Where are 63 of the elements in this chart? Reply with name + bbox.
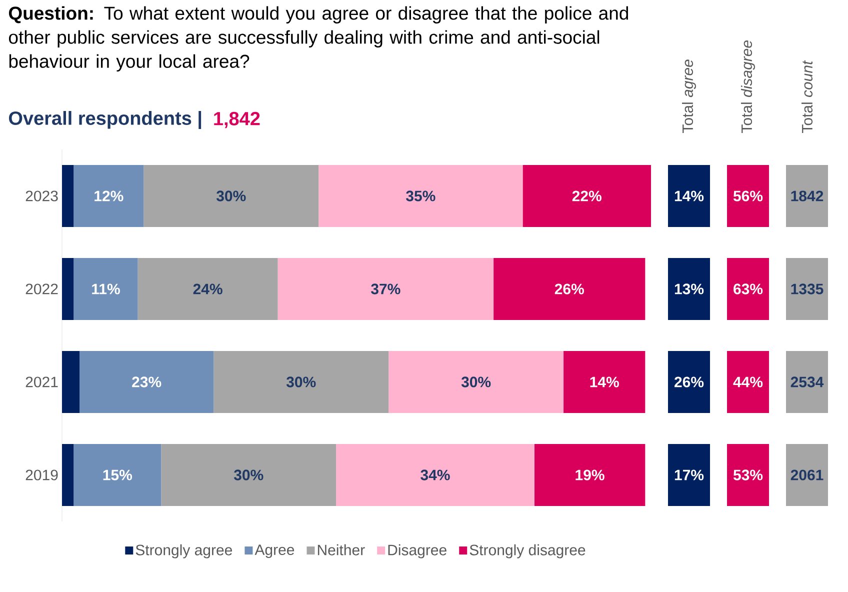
bar xyxy=(494,258,646,320)
data-label: 37% xyxy=(371,284,400,294)
bar xyxy=(522,165,652,228)
category-label: Total agree xyxy=(682,60,696,133)
text: 2534 xyxy=(790,376,824,388)
legend-label: Strongly agree xyxy=(136,544,232,558)
legend-label: Disagree xyxy=(388,544,446,558)
bar xyxy=(74,444,162,506)
text: 44% xyxy=(733,376,763,388)
bar xyxy=(214,351,389,414)
bar xyxy=(62,165,74,228)
data-label: 26% xyxy=(554,284,584,294)
data-label: 14% xyxy=(590,376,619,388)
bar xyxy=(62,351,80,414)
data-label: 30% xyxy=(216,190,246,202)
category-label: Total count xyxy=(802,60,813,133)
text: 26% xyxy=(674,376,704,388)
data-label: 30% xyxy=(461,376,491,388)
legend-label: Strongly disagree xyxy=(470,544,586,558)
legend-label: Neither xyxy=(318,544,365,556)
bar xyxy=(62,444,74,506)
y-tick-label: 2019 xyxy=(26,470,58,480)
text: 2061 xyxy=(790,470,824,480)
bar xyxy=(278,258,494,320)
y-tick-label: 2022 xyxy=(26,284,58,294)
bar xyxy=(388,351,564,414)
data-label: 15% xyxy=(103,470,132,480)
bar xyxy=(161,444,336,506)
bar xyxy=(534,444,646,506)
text: 1842 xyxy=(791,190,824,202)
bar xyxy=(144,165,319,228)
text: 13% xyxy=(674,284,704,294)
data-label: 12% xyxy=(94,190,124,202)
bar xyxy=(80,351,214,414)
chart-subtitle: Overall respondents | xyxy=(8,111,202,129)
bar xyxy=(564,351,646,414)
data-label: 22% xyxy=(572,190,602,202)
data-label: 34% xyxy=(420,470,450,480)
text: 17% xyxy=(674,470,704,480)
text: 14% xyxy=(674,190,704,202)
data-label: 30% xyxy=(234,470,264,480)
bar xyxy=(336,444,534,506)
category-label: Total disagree xyxy=(741,40,755,133)
y-tick-label: 2023 xyxy=(26,190,58,202)
data-label: 11% xyxy=(92,284,120,294)
bar xyxy=(138,258,278,320)
bar xyxy=(74,258,138,320)
bar xyxy=(74,165,144,228)
text: 1,842 xyxy=(214,112,260,128)
legend-label: Agree xyxy=(254,544,294,558)
text: 1335 xyxy=(791,284,824,294)
bar xyxy=(62,258,74,320)
data-label: 35% xyxy=(406,190,436,202)
text: 56% xyxy=(733,190,763,202)
y-tick-label: 2021 xyxy=(26,376,58,388)
data-label: 24% xyxy=(193,284,222,294)
data-label: 19% xyxy=(576,470,604,480)
text: 53% xyxy=(733,470,763,480)
data-label: 30% xyxy=(286,376,316,388)
bar xyxy=(318,165,523,228)
chart-title: Question: To what extent would you agree or disagree that the police and other public services are successfully dealing with crime and anti-social behaviour in your local area? xyxy=(8,6,628,72)
text: 63% xyxy=(734,284,763,294)
data-label: 23% xyxy=(132,376,162,388)
